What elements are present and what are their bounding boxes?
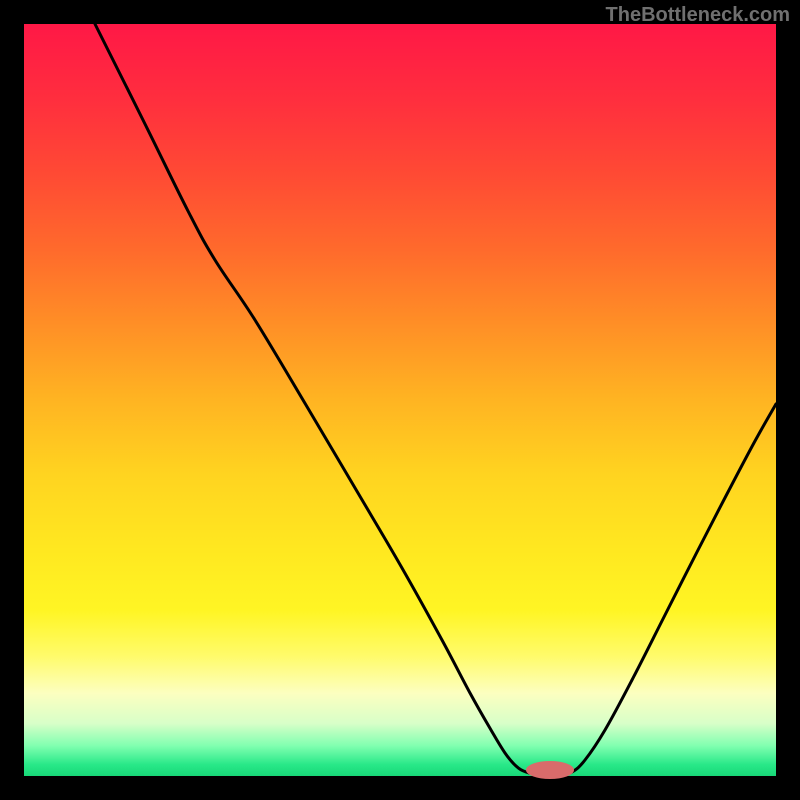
optimal-marker — [526, 761, 574, 779]
bottleneck-chart: TheBottleneck.com — [0, 0, 800, 800]
watermark-text: TheBottleneck.com — [606, 4, 790, 27]
chart-overlay — [0, 0, 800, 800]
bottleneck-curve — [95, 24, 776, 775]
